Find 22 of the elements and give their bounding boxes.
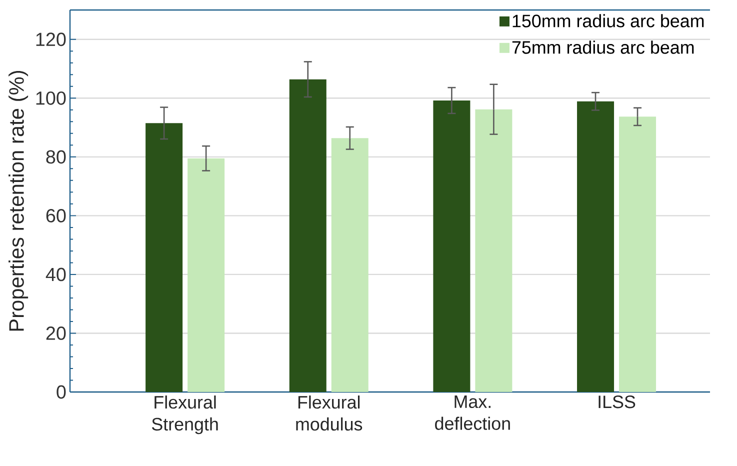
y-axis-title: Properties retention rate (%) [8,70,28,331]
x-tick-label: Max. deflection [435,396,510,430]
y-tick-label: 100 [36,91,66,105]
x-tick-label: Flexural Strength [152,396,218,434]
x-tick-label: ILSS [598,396,636,408]
bar [146,123,183,392]
legend-label: 150mm radius arc beam [512,14,704,28]
bar [577,101,614,392]
y-tick-label: 120 [36,32,66,46]
bar [475,109,512,392]
bar [331,138,368,392]
y-tick-label: 60 [46,208,66,222]
bar [433,100,470,392]
y-tick-label: 0 [56,385,66,399]
x-tick-label: Flexural modulus [296,396,362,431]
bar [188,158,225,392]
y-tick-label: 40 [46,268,66,282]
y-tick-label: 80 [46,150,66,164]
y-tick-label: 20 [46,326,66,340]
bar [619,116,656,392]
bar [289,79,326,392]
legend-label: 75mm radius arc beam [512,40,694,54]
